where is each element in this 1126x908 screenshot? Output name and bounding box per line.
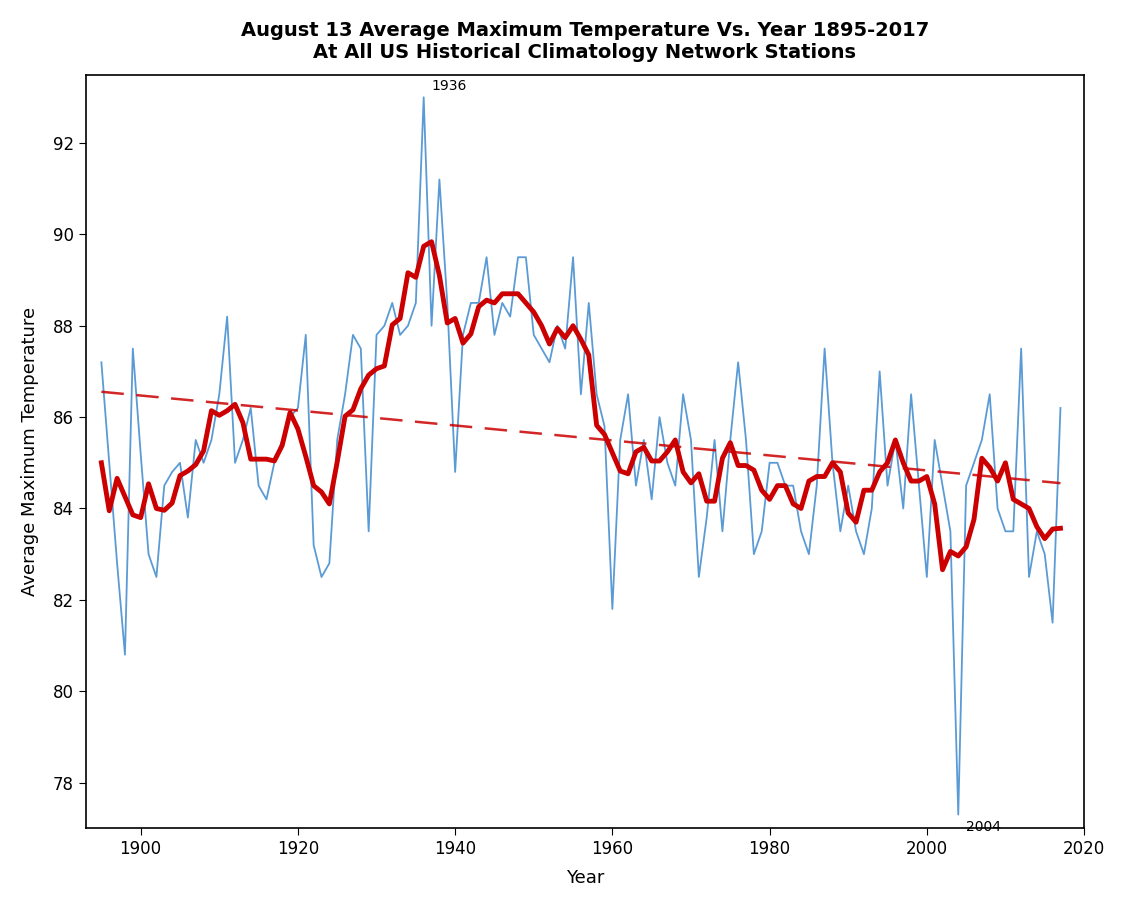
Y-axis label: Average Maximum Temperature: Average Maximum Temperature [21,307,38,596]
X-axis label: Year: Year [565,869,604,887]
Title: August 13 Average Maximum Temperature Vs. Year 1895-2017
At All US Historical Cl: August 13 Average Maximum Temperature Vs… [241,21,929,62]
Text: 1936: 1936 [431,80,467,94]
Text: 2004: 2004 [966,820,1001,834]
